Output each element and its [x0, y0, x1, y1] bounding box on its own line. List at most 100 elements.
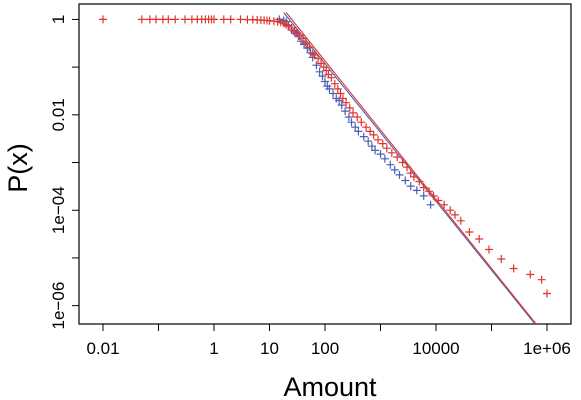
data-point: [335, 96, 344, 105]
data-point: [403, 163, 411, 172]
y-axis-title: P(x): [3, 143, 33, 193]
data-point: [456, 216, 465, 225]
data-point: [390, 165, 399, 174]
x-tick-label: 1e+06: [523, 339, 571, 358]
data-point: [440, 200, 449, 209]
x-tick-label: 10000: [412, 339, 459, 358]
data-point: [349, 108, 357, 117]
data-point: [475, 235, 484, 243]
data-point: [380, 154, 389, 163]
y-tick-label: 1e−06: [49, 282, 68, 330]
data-point: [325, 84, 334, 93]
data-point: [374, 135, 382, 144]
data-point: [99, 15, 107, 24]
data-point: [327, 73, 336, 82]
data-point: [210, 15, 218, 24]
data-point: [152, 15, 160, 24]
data-point: [419, 191, 428, 200]
data-point: [426, 200, 435, 209]
data-point: [308, 49, 317, 58]
x-tick-label: 10: [260, 339, 279, 358]
data-point: [341, 107, 350, 116]
data-point: [446, 206, 455, 215]
data-point: [409, 172, 418, 181]
data-point: [406, 182, 415, 191]
data-point: [526, 270, 535, 279]
data-point: [543, 289, 551, 298]
data-point: [354, 127, 363, 136]
data-point: [337, 101, 346, 110]
data-point: [401, 176, 410, 185]
data-point: [315, 67, 324, 76]
fit-line: [283, 12, 536, 324]
data-point: [393, 153, 402, 162]
data-point: [378, 139, 387, 148]
fit-line: [285, 12, 537, 324]
data-point: [509, 264, 518, 273]
plot-content: [99, 12, 551, 324]
data-point: [321, 77, 329, 86]
data-point: [314, 54, 323, 63]
data-point: [357, 118, 366, 127]
data-point: [318, 72, 327, 81]
data-point: [305, 43, 314, 52]
data-point: [310, 51, 319, 59]
y-axis: 1 0.01 1e−04 1e−06: [49, 15, 79, 330]
y-tick-label: 0.01: [49, 98, 68, 131]
data-point: [137, 15, 146, 24]
data-point: [366, 127, 375, 136]
data-point: [415, 177, 424, 186]
data-point: [353, 113, 362, 121]
data-point: [362, 123, 371, 132]
data-point: [312, 61, 321, 70]
y-tick-label: 1: [49, 15, 68, 24]
data-point: [367, 142, 376, 151]
data-point: [485, 245, 493, 254]
data-point: [344, 113, 353, 121]
data-point: [338, 94, 347, 103]
data-point: [347, 118, 356, 127]
y-tick-label: 1e−04: [49, 186, 68, 234]
x-axis-title: Amount: [283, 372, 377, 400]
data-point: [171, 15, 180, 24]
data-point: [298, 34, 307, 43]
x-tick-label: 0.01: [86, 339, 119, 358]
data-point: [387, 148, 396, 157]
data-point: [333, 84, 342, 93]
data-point: [395, 170, 404, 179]
data-point: [382, 144, 391, 153]
data-point: [371, 146, 380, 155]
data-point: [376, 150, 385, 159]
data-point: [419, 183, 428, 192]
x-tick-label: 100: [311, 339, 339, 358]
data-point: [398, 158, 407, 167]
data-point: [425, 187, 434, 196]
x-tick-label: 1: [209, 339, 218, 358]
data-point: [412, 186, 421, 195]
data-point: [497, 255, 506, 263]
data-point: [303, 44, 312, 53]
data-point: [236, 15, 245, 24]
data-point: [219, 15, 228, 24]
x-axis: 0.01 1 10 100 10000 1e+06: [86, 324, 571, 358]
data-point: [369, 130, 378, 139]
data-point: [301, 39, 310, 47]
data-point: [330, 79, 339, 88]
data-point: [164, 15, 173, 24]
data-point: [351, 123, 360, 132]
data-point: [465, 228, 474, 236]
data-point: [537, 275, 546, 284]
data-point: [359, 132, 368, 141]
data-point: [336, 89, 345, 98]
data-point: [226, 15, 235, 24]
data-point: [342, 98, 351, 107]
data-point: [364, 137, 373, 146]
data-point: [345, 103, 354, 112]
data-point: [429, 191, 438, 200]
data-point: [451, 210, 459, 219]
data-point: [329, 89, 338, 98]
data-point: [386, 160, 395, 169]
data-point: [181, 15, 189, 24]
data-point: [434, 196, 443, 205]
